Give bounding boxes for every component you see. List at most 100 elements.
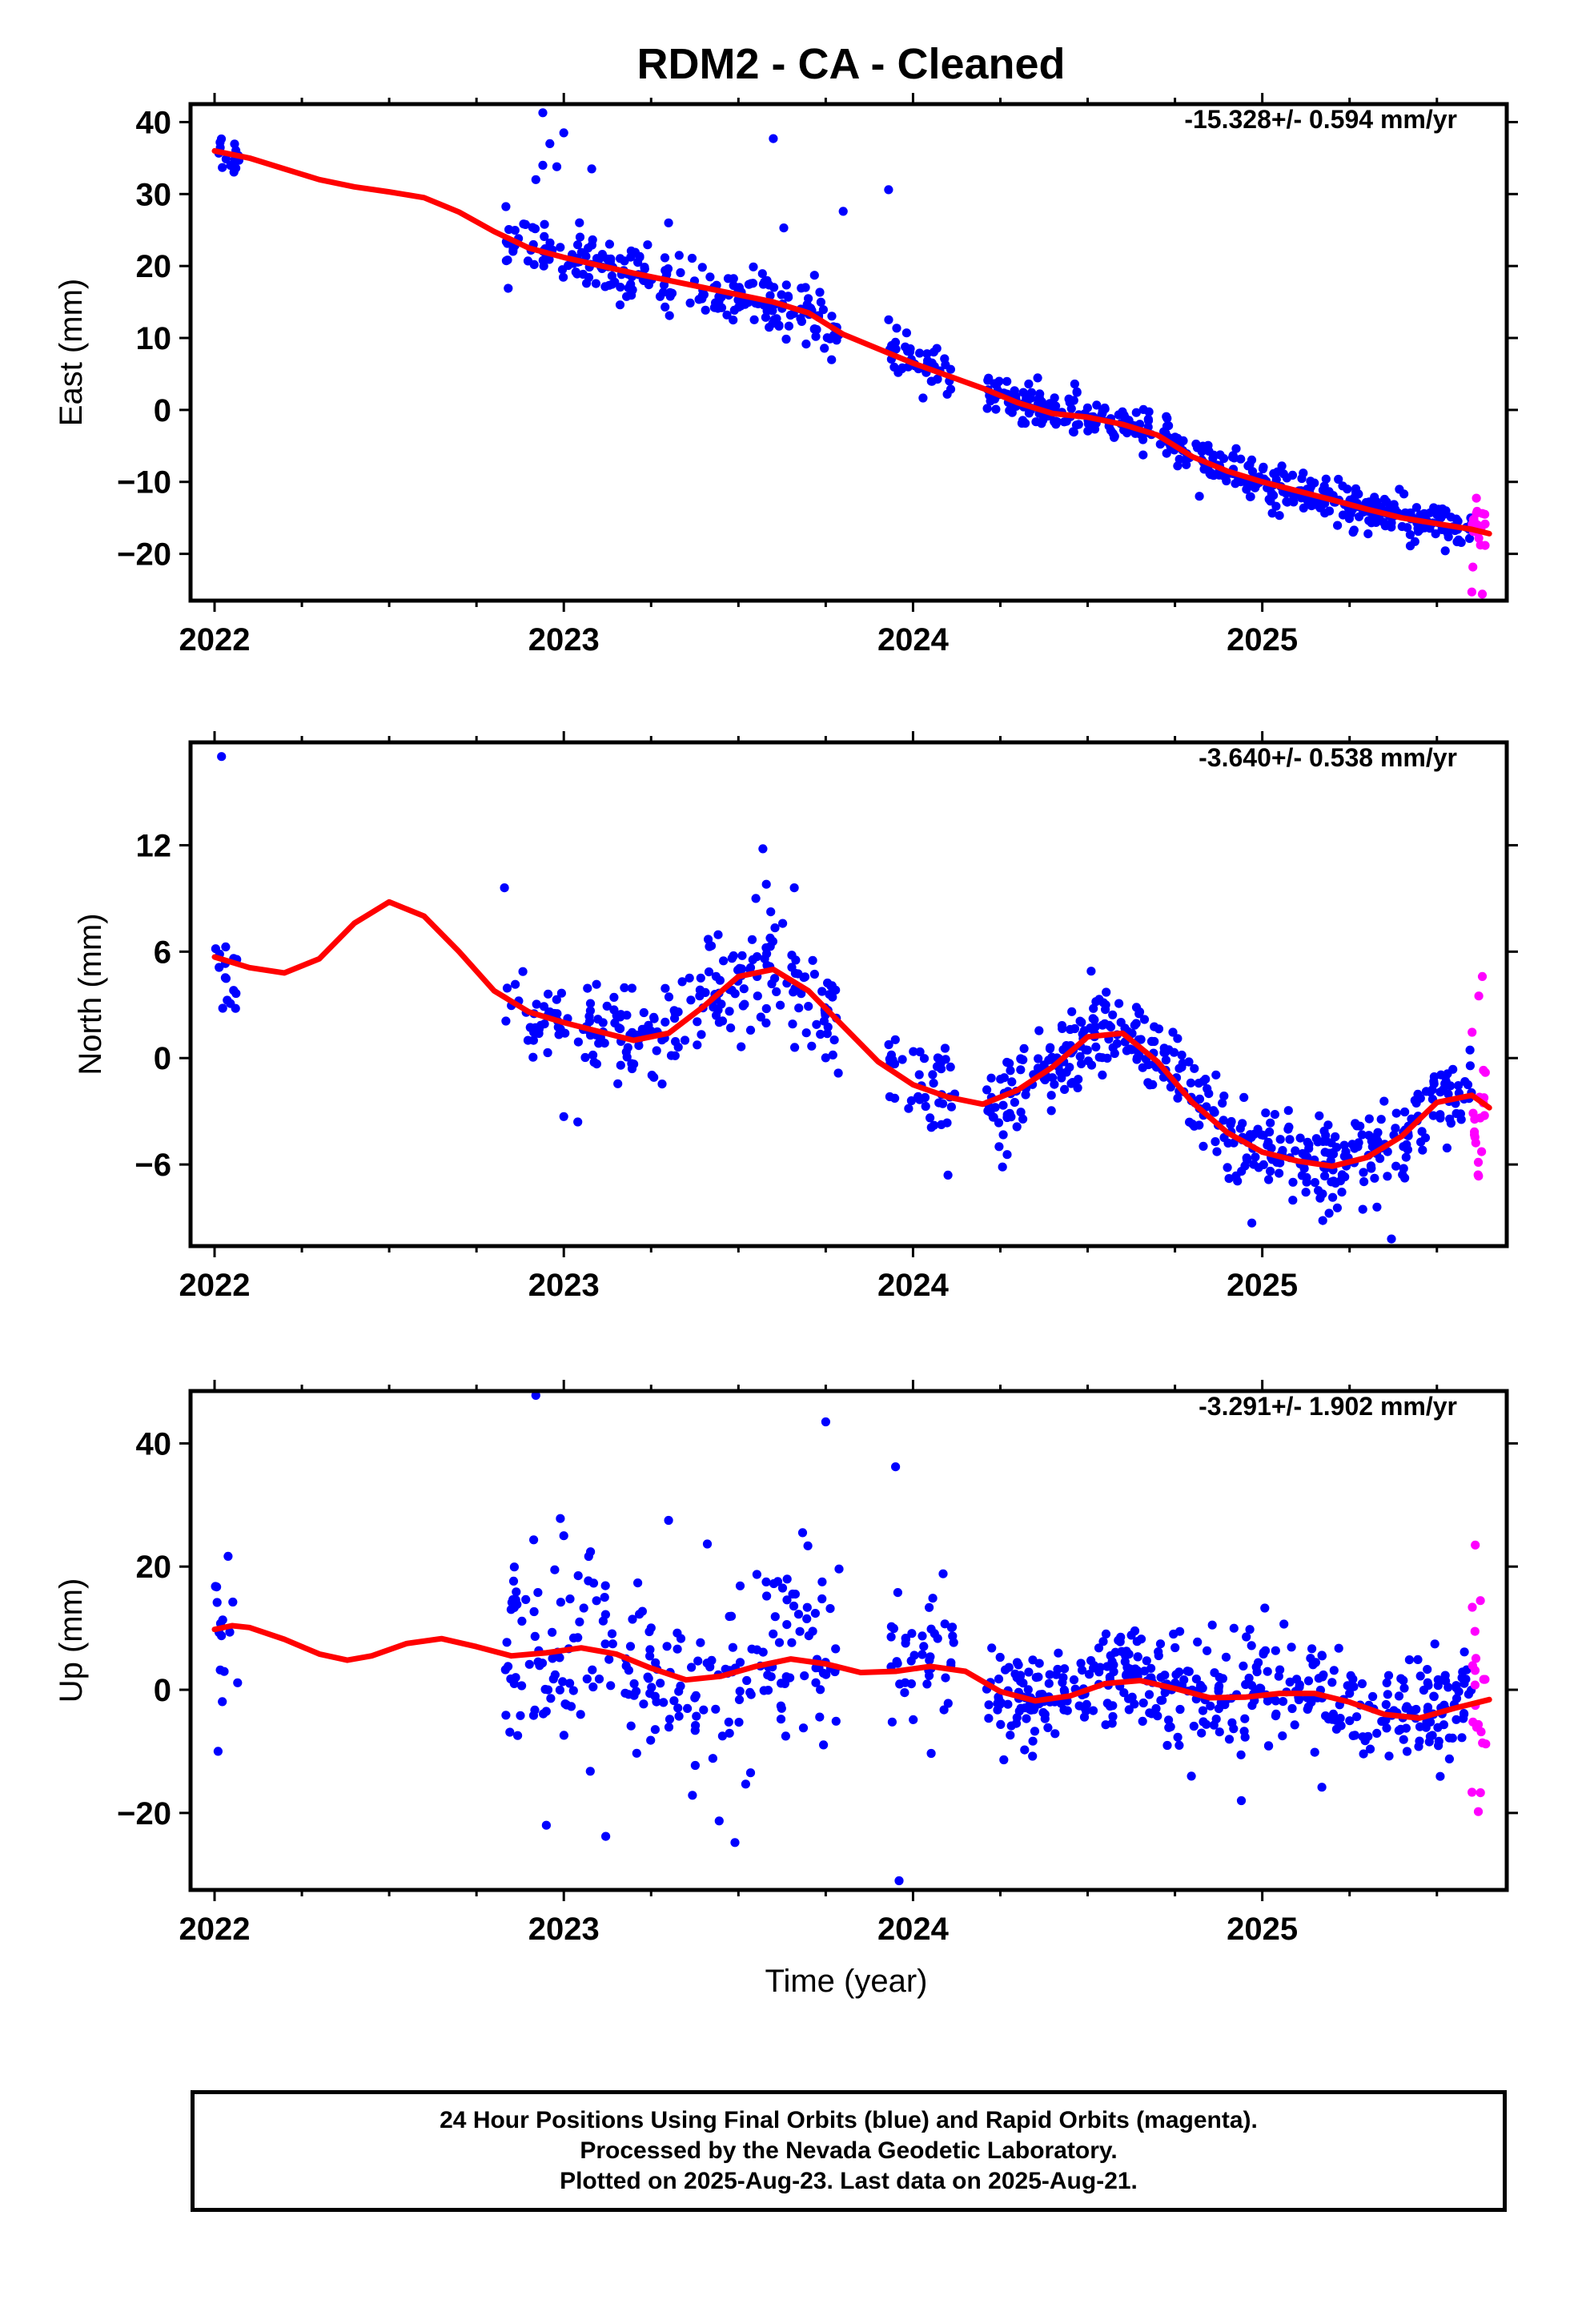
north-final-point xyxy=(761,1003,771,1014)
up-final-point xyxy=(1059,1685,1069,1695)
north-final-point xyxy=(1270,1110,1279,1120)
north-final-point xyxy=(1318,1189,1327,1199)
east-final-point xyxy=(588,235,597,245)
up-final-point xyxy=(766,1672,776,1682)
up-final-point xyxy=(1287,1642,1296,1652)
north-final-point xyxy=(1088,1014,1098,1023)
north-final-point xyxy=(1324,1208,1334,1218)
north-final-point xyxy=(661,1017,670,1027)
up-final-point xyxy=(1279,1619,1289,1629)
north-final-point xyxy=(1186,1078,1195,1088)
east-final-point xyxy=(1174,454,1184,464)
east-final-point xyxy=(820,344,829,353)
up-final-point xyxy=(1423,1678,1432,1687)
north-final-point xyxy=(1391,1161,1401,1171)
north-final-point xyxy=(1066,1024,1075,1035)
up-final-point xyxy=(1144,1690,1154,1699)
north-final-point xyxy=(1261,1108,1271,1118)
north-final-point xyxy=(1187,1120,1197,1129)
east-final-point xyxy=(1159,427,1169,436)
up-final-point xyxy=(1126,1630,1136,1640)
up-final-point xyxy=(691,1691,701,1700)
east-final-point xyxy=(1387,518,1396,528)
east-final-point xyxy=(576,247,586,257)
north-final-point xyxy=(1138,1063,1147,1072)
up-final-point xyxy=(1275,1665,1285,1675)
east-final-point xyxy=(1308,499,1318,509)
east-final-point xyxy=(559,272,568,282)
east-final-point xyxy=(1267,489,1276,498)
up-final-point xyxy=(1435,1771,1445,1781)
up-final-point xyxy=(533,1588,543,1598)
north-final-point xyxy=(223,995,232,1005)
north-final-point xyxy=(627,983,637,993)
up-final-point xyxy=(1182,1667,1192,1676)
north-final-point xyxy=(788,1019,797,1029)
north-final-point xyxy=(748,955,757,964)
up-final-point xyxy=(651,1658,661,1667)
up-final-point xyxy=(1198,1706,1208,1715)
east-final-point xyxy=(592,254,602,263)
footer-box: 24 Hour Positions Using Final Orbits (bl… xyxy=(191,2090,1507,2212)
up-final-point xyxy=(635,1610,644,1619)
north-final-point xyxy=(697,1030,706,1039)
east-x-tick-label: 2023 xyxy=(528,622,600,657)
up-final-point xyxy=(1423,1665,1432,1675)
up-final-point xyxy=(607,1629,617,1638)
north-final-point xyxy=(1223,1163,1232,1172)
up-final-point xyxy=(735,1687,745,1696)
up-final-point xyxy=(789,1601,799,1611)
north-final-point xyxy=(616,1060,625,1070)
up-y-tick-label: 40 xyxy=(136,1426,172,1462)
up-final-point xyxy=(1207,1620,1217,1630)
east-final-point xyxy=(1068,427,1078,436)
up-rapid-point xyxy=(1476,1727,1486,1737)
east-final-point xyxy=(772,314,781,324)
north-final-point xyxy=(996,1075,1006,1084)
up-final-point xyxy=(1434,1736,1443,1746)
north-final-point xyxy=(768,937,778,947)
north-final-point xyxy=(552,1009,562,1019)
north-rapid-point xyxy=(1479,1065,1488,1076)
east-final-point xyxy=(510,226,520,235)
north-final-point xyxy=(231,1003,240,1013)
north-final-point xyxy=(680,1035,690,1045)
north-final-point xyxy=(646,1026,656,1036)
up-final-point xyxy=(1303,1676,1314,1686)
north-final-point xyxy=(914,1070,924,1080)
north-final-point xyxy=(1375,1154,1385,1164)
up-final-point xyxy=(996,1698,1006,1707)
east-final-point xyxy=(685,298,695,308)
up-final-point xyxy=(225,1627,235,1637)
up-final-point xyxy=(1175,1626,1185,1636)
up-final-point xyxy=(1452,1715,1461,1724)
east-final-point xyxy=(1215,470,1224,480)
north-final-point xyxy=(1266,1166,1275,1176)
north-y-tick-label: 0 xyxy=(154,1041,171,1076)
north-final-point xyxy=(670,1051,680,1060)
north-final-point xyxy=(500,883,509,893)
up-final-point xyxy=(752,1645,762,1655)
up-final-point xyxy=(1310,1747,1319,1757)
up-final-point xyxy=(1174,1740,1184,1750)
up-final-point xyxy=(817,1594,827,1604)
up-final-point xyxy=(734,1718,744,1727)
north-final-point xyxy=(816,1029,825,1039)
east-final-point xyxy=(615,300,625,310)
up-final-point xyxy=(1006,1731,1015,1740)
north-final-point xyxy=(1006,1066,1015,1076)
up-final-point xyxy=(512,1587,521,1597)
east-final-point xyxy=(660,253,670,263)
up-final-point xyxy=(759,1686,769,1695)
north-final-point xyxy=(1301,1188,1311,1197)
up-final-point xyxy=(568,1686,578,1695)
north-final-point xyxy=(583,983,592,993)
up-final-point xyxy=(741,1779,751,1789)
north-final-point xyxy=(1108,1010,1118,1019)
up-final-point xyxy=(1401,1723,1411,1733)
east-final-point xyxy=(701,305,710,315)
east-final-point xyxy=(816,297,825,307)
up-final-point xyxy=(1317,1651,1327,1660)
up-final-point xyxy=(802,1614,812,1623)
up-final-point xyxy=(1050,1729,1060,1739)
